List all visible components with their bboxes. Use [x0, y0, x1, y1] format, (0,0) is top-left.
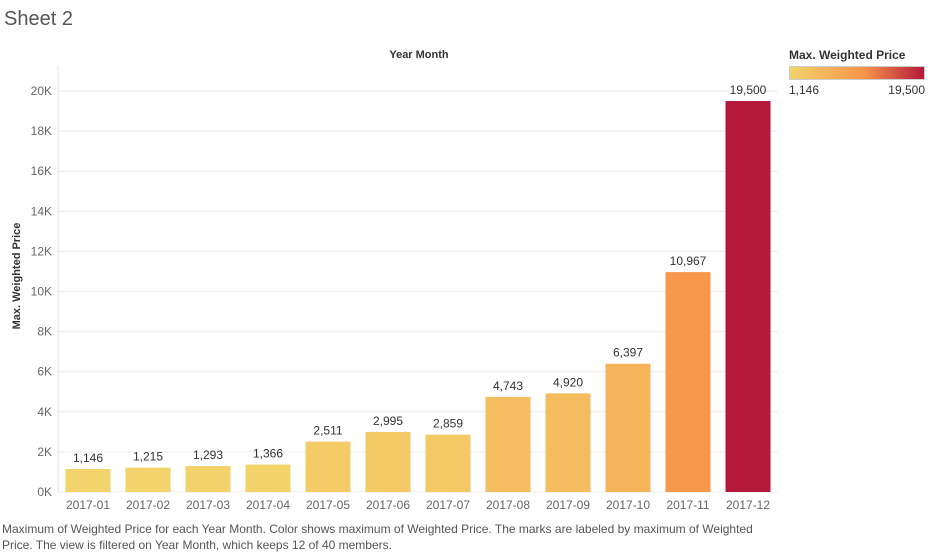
y-tick-label: 2K — [37, 445, 52, 459]
gridlines — [57, 66, 778, 493]
bar-2017-08[interactable] — [485, 396, 531, 492]
bar-2017-11[interactable] — [665, 272, 711, 492]
bar-2017-01[interactable] — [65, 469, 111, 492]
y-tick-label: 10K — [31, 285, 52, 299]
x-tick-label: 2017-11 — [666, 498, 709, 512]
bar-2017-04[interactable] — [245, 464, 291, 492]
bar-value-labels: 1,146 1,215 1,293 1,366 2,511 2,995 2,859 4,743… — [73, 83, 767, 465]
bars — [65, 101, 771, 493]
bar-value-label: 1,366 — [253, 447, 283, 461]
bar-2017-06[interactable] — [365, 431, 411, 492]
bar-2017-03[interactable] — [185, 466, 231, 492]
bar-2017-10[interactable] — [605, 363, 651, 492]
bar-value-label: 19,500 — [730, 83, 767, 97]
x-tick-label: 2017-01 — [66, 498, 110, 512]
bar-value-label: 1,293 — [193, 448, 223, 462]
bar-2017-05[interactable] — [305, 441, 351, 492]
bar-2017-07[interactable] — [425, 434, 471, 492]
bar-value-label: 1,215 — [133, 450, 163, 464]
chart-caption: Maximum of Weighted Price for each Year … — [2, 522, 753, 552]
y-tick-label: 20K — [31, 84, 52, 98]
legend-max-label: 19,500 — [888, 83, 925, 97]
x-tick-label: 2017-12 — [726, 498, 770, 512]
y-tick-label: 14K — [31, 204, 52, 218]
bar-value-label: 4,920 — [553, 375, 583, 389]
x-tick-label: 2017-09 — [546, 498, 590, 512]
bar-value-label: 4,743 — [493, 379, 523, 393]
x-tick-label: 2017-03 — [186, 498, 230, 512]
y-axis-title: Max. Weighted Price — [11, 223, 23, 330]
y-tick-label: 18K — [31, 124, 52, 138]
legend-labels: 1,146 19,500 — [789, 83, 925, 97]
legend-title: Max. Weighted Price — [789, 48, 906, 62]
bar-2017-12[interactable] — [725, 101, 771, 493]
bar-2017-09[interactable] — [545, 393, 591, 492]
y-tick-label: 4K — [37, 405, 52, 419]
legend-color-ramp — [789, 66, 925, 80]
y-axis-ticks: 0K 2K 4K 6K 8K 10K 12K 14K 16K 18K 20K — [31, 84, 52, 499]
x-tick-label: 2017-10 — [606, 498, 650, 512]
y-tick-label: 16K — [31, 164, 52, 178]
y-tick-label: 8K — [37, 325, 52, 339]
y-tick-label: 6K — [37, 365, 52, 379]
bar-value-label: 1,146 — [73, 451, 103, 465]
y-tick-label: 0K — [37, 485, 52, 499]
bar-value-label: 2,995 — [373, 414, 403, 428]
bar-value-label: 2,511 — [313, 424, 342, 438]
bar-value-label: 2,859 — [433, 417, 463, 431]
x-axis-ticks: 2017-01 2017-02 2017-03 2017-04 2017-05 2017-… — [66, 498, 770, 512]
x-tick-label: 2017-07 — [426, 498, 470, 512]
x-tick-label: 2017-06 — [366, 498, 410, 512]
chart-title: Year Month — [389, 49, 449, 61]
x-tick-label: 2017-02 — [126, 498, 170, 512]
bar-value-label: 10,967 — [670, 254, 707, 268]
x-tick-label: 2017-05 — [306, 498, 350, 512]
bar-chart: Year Month Max. Weighted Price 0K 2K 4K 6K 8… — [11, 49, 778, 512]
bar-value-label: 6,397 — [613, 346, 643, 360]
bar-2017-02[interactable] — [125, 467, 171, 492]
legend-min-label: 1,146 — [789, 83, 820, 97]
y-tick-label: 12K — [31, 244, 52, 258]
color-legend: Max. Weighted Price 1,146 19,500 — [789, 48, 925, 97]
sheet-title: Sheet 2 — [4, 8, 73, 30]
x-tick-label: 2017-04 — [246, 498, 290, 512]
x-tick-label: 2017-08 — [486, 498, 530, 512]
